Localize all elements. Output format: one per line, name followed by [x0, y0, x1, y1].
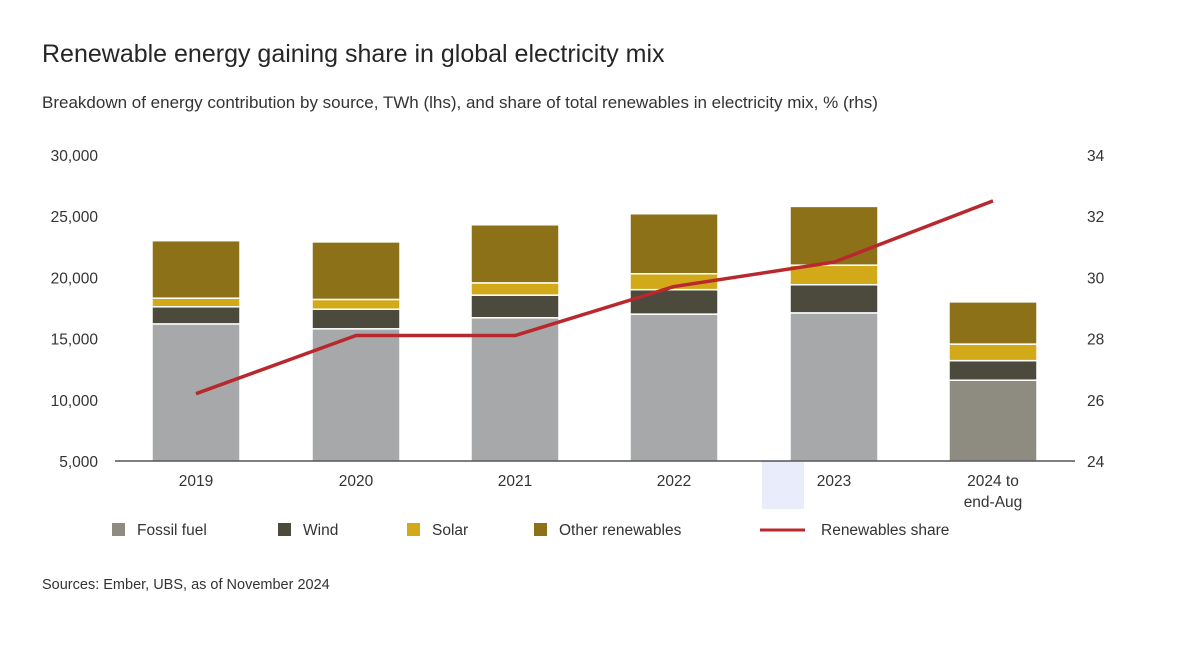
legend-label-other-renewables: Other renewables: [559, 522, 682, 539]
bar-wind-4: [629, 288, 719, 315]
bar-wind-3: [470, 294, 560, 319]
legend-label-solar: Solar: [432, 522, 468, 539]
chart-title: Renewable energy gaining share in global…: [42, 40, 665, 68]
right-axis-ticks: 24 26 28 30 32 34: [1087, 148, 1105, 471]
bar-other-renewables-5: [789, 205, 879, 266]
legend-swatch-solar: [407, 523, 420, 536]
x-tick-label: 2024 to end-Aug: [964, 473, 1023, 511]
right-tick-label: 30: [1087, 270, 1105, 287]
x-tick-label: 2023: [817, 473, 851, 490]
highlight-band-2023: [762, 461, 804, 509]
right-tick-label: 34: [1087, 148, 1105, 165]
legend: Fossil fuel Wind Solar Other renewables Rene…: [112, 522, 949, 539]
bar-solar-6: [948, 343, 1038, 362]
x-axis-labels: 2019 2020 2021 2022 2023 2024 to end-Aug: [179, 473, 1023, 511]
bar-fossil-fuel-5: [789, 312, 879, 462]
bar-wind-1: [151, 306, 241, 325]
bar-solar-3: [470, 282, 560, 296]
right-tick-label: 28: [1087, 332, 1104, 349]
bar-solar-2: [311, 298, 401, 310]
left-axis-ticks: 5,000 10,000 15,000 20,000 25,000 30,000: [51, 148, 99, 471]
source-note: Sources: Ember, UBS, as of November 2024: [42, 577, 330, 593]
x-tick-label: 2019: [179, 473, 213, 490]
right-tick-label: 32: [1087, 209, 1104, 226]
bar-other-renewables-2: [311, 241, 401, 301]
bar-fossil-fuel-4: [629, 313, 719, 462]
x-tick-label: 2020: [339, 473, 374, 490]
legend-label-fossil-fuel: Fossil fuel: [137, 522, 207, 539]
bar-other-renewables-4: [629, 213, 719, 275]
bar-other-renewables-3: [470, 224, 560, 284]
left-tick-label: 25,000: [51, 209, 99, 226]
bar-wind-5: [789, 283, 879, 314]
left-tick-label: 10,000: [51, 393, 99, 410]
legend-label-renewables-share: Renewables share: [821, 522, 949, 539]
bar-groups: [151, 205, 1038, 462]
bar-wind-6: [948, 359, 1038, 381]
legend-label-wind: Wind: [303, 522, 338, 539]
chart-subtitle: Breakdown of energy contribution by sour…: [42, 93, 878, 112]
left-tick-label: 15,000: [51, 332, 99, 349]
legend-swatch-fossil-fuel: [112, 523, 125, 536]
bar-fossil-fuel-6: [948, 379, 1038, 462]
bar-fossil-fuel-2: [311, 328, 401, 462]
right-tick-label: 26: [1087, 393, 1104, 410]
legend-swatch-wind: [278, 523, 291, 536]
legend-swatch-other-renewables: [534, 523, 547, 536]
renewables-share-line: [195, 199, 994, 396]
bar-solar-1: [151, 297, 241, 308]
bar-wind-2: [311, 308, 401, 330]
x-tick-label: 2022: [657, 473, 691, 490]
left-tick-label: 30,000: [51, 148, 99, 165]
left-tick-label: 20,000: [51, 270, 99, 287]
bar-other-renewables-6: [948, 301, 1038, 345]
bar-other-renewables-1: [151, 239, 241, 299]
bar-fossil-fuel-3: [470, 317, 560, 462]
left-tick-label: 5,000: [59, 454, 98, 471]
x-tick-label: 2021: [498, 473, 532, 490]
right-tick-label: 24: [1087, 454, 1105, 471]
